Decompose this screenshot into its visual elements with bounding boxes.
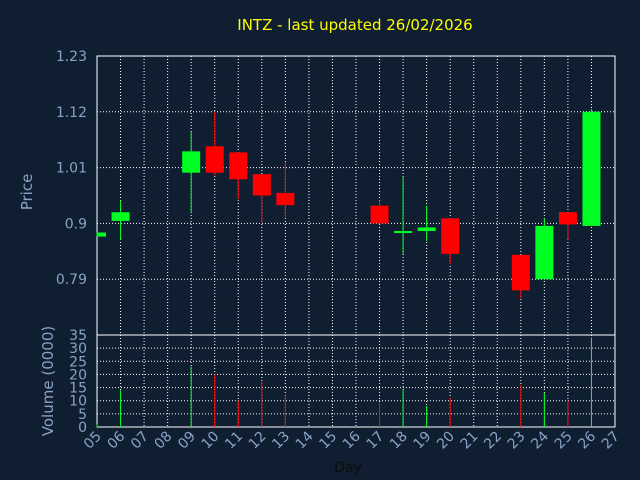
price-panel: 1.23 1.12 1.01 0.9 0.79 [56, 49, 616, 336]
candle-body [252, 174, 271, 196]
volume-axis-label: Volume (0000) [39, 326, 57, 436]
candle [535, 218, 554, 280]
candle [96, 232, 106, 237]
candle [394, 176, 413, 254]
candle [229, 152, 248, 200]
candle [252, 174, 271, 223]
volume-tick-label: 35 [69, 328, 87, 344]
candle [558, 212, 577, 240]
candle-body [441, 218, 460, 254]
candle-body [582, 111, 601, 226]
x-axis: 05 06 07 08 09 10 11 12 13 14 15 16 17 18 19 20 21 22 23 24… [81, 428, 623, 452]
candle-body [370, 205, 389, 224]
candle [441, 218, 460, 264]
volume-tick-label: 15 [69, 381, 87, 397]
price-tick-label: 1.23 [56, 49, 87, 65]
volume-tick-label: 10 [69, 394, 87, 410]
candle-body [111, 212, 130, 221]
candle-body [417, 227, 436, 232]
candle [205, 111, 224, 176]
volume-tick-label: 25 [69, 354, 87, 370]
price-tick-label: 0.9 [65, 216, 87, 232]
volume-tick-label: 30 [69, 341, 87, 357]
volume-tick-label: 20 [69, 367, 87, 383]
candle [276, 162, 295, 219]
candle-body [276, 192, 295, 206]
candle [182, 132, 201, 214]
candle-body [394, 231, 413, 234]
candle [111, 200, 130, 240]
candle-body [558, 212, 577, 225]
candle-body [511, 254, 530, 291]
price-tick-label: 0.79 [56, 272, 87, 288]
candle-body [205, 146, 224, 173]
x-axis-label: Day [334, 460, 362, 476]
price-tick-label: 1.12 [56, 105, 87, 121]
candle [511, 254, 530, 299]
price-tick-label: 1.01 [56, 161, 87, 177]
price-axis-label: Price [18, 174, 36, 211]
candle-body [182, 151, 201, 173]
candle-body [535, 225, 554, 280]
candle [582, 109, 601, 226]
candle [417, 205, 436, 242]
chart-title: INTZ - last updated 26/02/2026 [237, 16, 472, 34]
candle-body [97, 232, 106, 237]
volume-tick-label: 0 [78, 420, 87, 436]
volume-tick-label: 5 [78, 407, 87, 423]
candle-body [229, 152, 248, 180]
candle [370, 200, 389, 224]
